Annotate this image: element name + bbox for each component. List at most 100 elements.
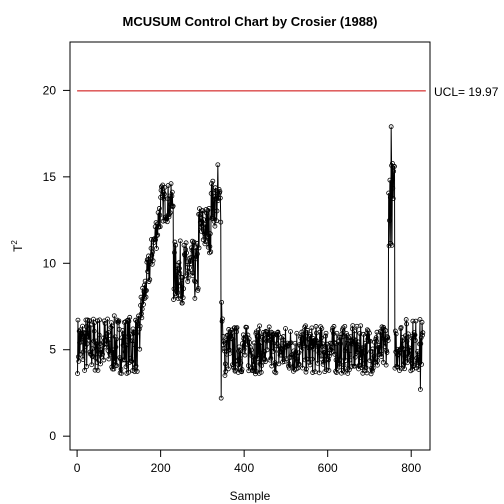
data-point: [207, 244, 213, 249]
data-point: [308, 332, 313, 338]
data-point: [383, 362, 389, 368]
data-point: [234, 325, 240, 331]
data-point: [179, 300, 185, 306]
data-point: [283, 326, 288, 331]
data-point: [242, 352, 248, 358]
data-point: [390, 185, 396, 191]
data-point: [244, 324, 250, 330]
data-point: [168, 181, 174, 187]
data-point: [281, 334, 286, 339]
data-point: [166, 214, 172, 220]
data-point: [317, 329, 323, 335]
data-point: [345, 371, 351, 376]
data-point: [310, 370, 316, 375]
data-point: [203, 239, 209, 245]
data-point: [102, 321, 108, 326]
data-point: [113, 336, 119, 342]
data-point: [362, 361, 367, 367]
data-point: [392, 328, 398, 334]
data-point: [404, 321, 410, 327]
data-point: [98, 361, 103, 367]
data-point: [315, 360, 321, 366]
data-point: [193, 256, 199, 262]
data-point: [303, 366, 309, 372]
data-point: [173, 268, 179, 274]
data-point: [273, 343, 279, 349]
data-point: [84, 341, 90, 347]
data-point: [178, 296, 184, 302]
data-point: [232, 367, 238, 373]
data-point: [278, 346, 284, 352]
data-point: [119, 335, 125, 341]
data-point: [258, 369, 264, 375]
data-point: [126, 369, 131, 375]
data-point: [346, 341, 351, 347]
data-point: [275, 332, 281, 337]
data-point: [225, 339, 230, 345]
data-point: [313, 324, 319, 329]
data-point: [337, 356, 343, 362]
data-point: [218, 395, 224, 401]
data-point: [136, 315, 142, 321]
data-point: [301, 335, 306, 341]
data-point: [373, 335, 379, 341]
data-point: [133, 363, 139, 369]
data-point: [85, 331, 91, 336]
data-point: [129, 359, 135, 364]
data-point: [161, 191, 167, 197]
data-point: [298, 347, 304, 353]
data-point: [217, 189, 223, 194]
data-point: [154, 246, 159, 251]
data-point: [78, 339, 84, 345]
data-point: [131, 342, 137, 348]
data-point: [326, 367, 332, 373]
data-point: [252, 365, 257, 371]
data-point: [217, 195, 223, 201]
data-point: [212, 185, 218, 191]
data-point: [199, 223, 205, 229]
data-point: [222, 361, 228, 367]
data-point: [420, 332, 425, 338]
data-point: [235, 370, 241, 375]
data-point: [204, 210, 209, 216]
data-point: [385, 338, 391, 343]
data-point: [154, 233, 160, 239]
data-point: [367, 338, 373, 344]
data-point: [180, 295, 186, 301]
data-point: [123, 342, 129, 348]
data-point: [353, 351, 359, 356]
data-point: [395, 352, 401, 358]
data-point: [354, 349, 359, 354]
x-tick-label: 800: [401, 461, 421, 475]
data-point: [256, 332, 262, 338]
data-point: [76, 358, 82, 364]
data-point: [255, 327, 261, 333]
data-point: [167, 193, 173, 199]
data-point: [219, 319, 225, 324]
data-point: [173, 242, 179, 248]
data-point: [106, 330, 111, 335]
data-point: [281, 357, 287, 362]
data-point: [106, 337, 112, 342]
data-point: [104, 341, 110, 347]
data-point: [408, 357, 414, 362]
data-point: [311, 346, 316, 352]
data-point: [334, 330, 340, 336]
data-point: [176, 283, 181, 289]
data-point: [419, 361, 425, 367]
data-point: [387, 195, 393, 200]
data-point: [181, 286, 187, 292]
data-point: [415, 351, 421, 357]
data-point: [403, 317, 409, 322]
data-point: [180, 274, 186, 280]
data-point: [139, 315, 145, 321]
data-point: [176, 260, 182, 266]
data-point: [260, 335, 265, 340]
data-point: [120, 342, 126, 348]
data-point: [293, 349, 299, 355]
data-point: [416, 367, 422, 372]
data-point: [344, 331, 349, 336]
data-point: [309, 356, 315, 362]
data-point: [398, 325, 404, 330]
